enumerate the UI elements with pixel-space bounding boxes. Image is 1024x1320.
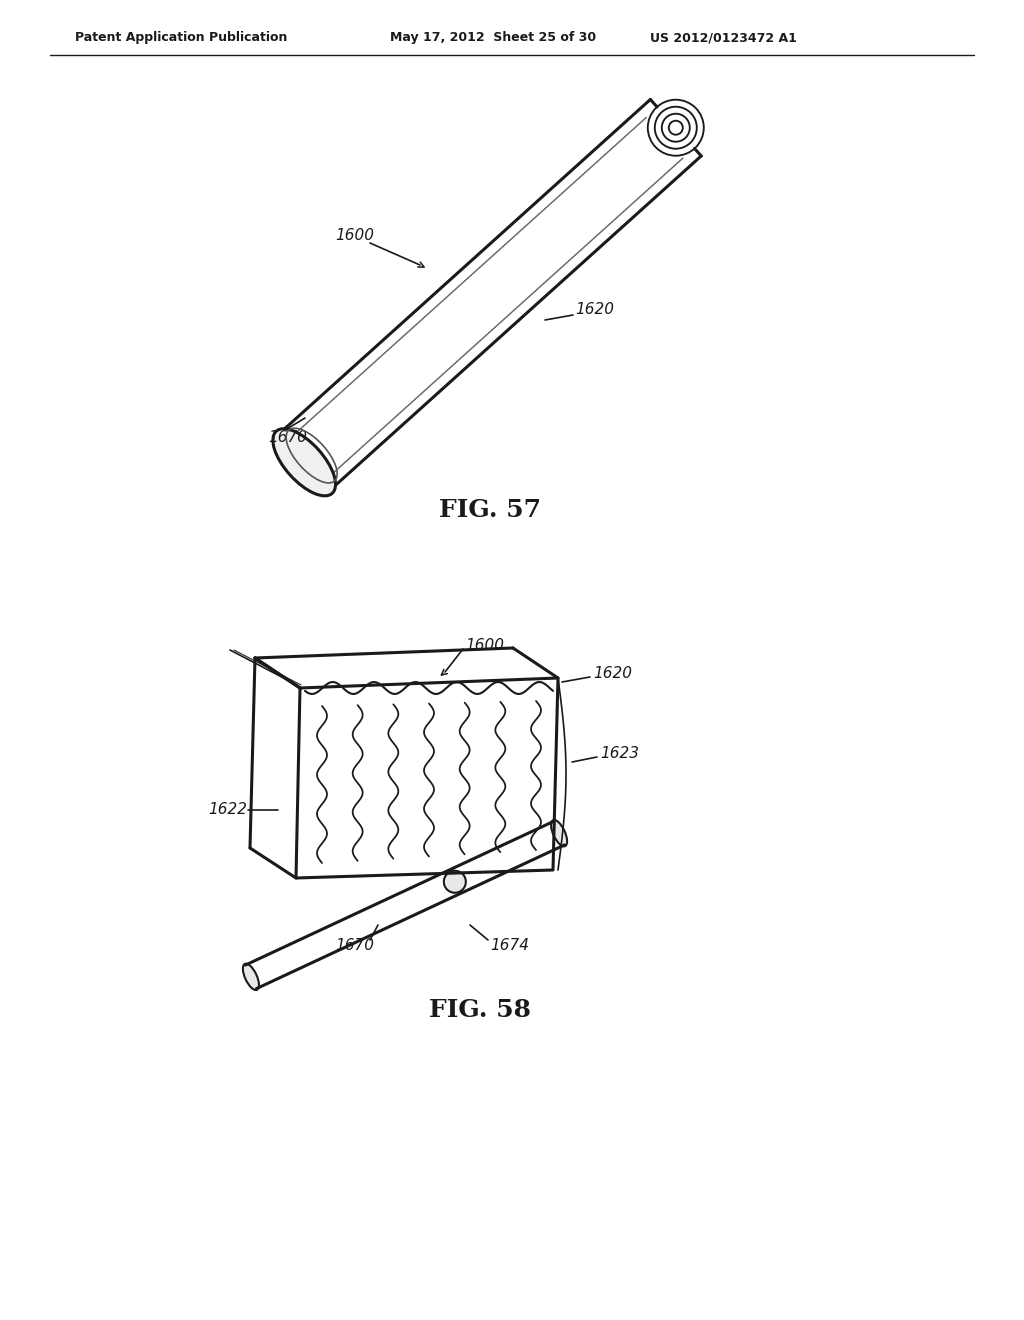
Text: 1600: 1600	[335, 227, 374, 243]
Text: FIG. 58: FIG. 58	[429, 998, 531, 1022]
Text: FIG. 57: FIG. 57	[439, 498, 541, 521]
Ellipse shape	[243, 964, 259, 990]
Circle shape	[669, 120, 683, 135]
Text: 1623: 1623	[600, 746, 639, 760]
Text: US 2012/0123472 A1: US 2012/0123472 A1	[650, 32, 797, 45]
Text: Patent Application Publication: Patent Application Publication	[75, 32, 288, 45]
Text: 1670: 1670	[268, 429, 307, 445]
Text: 1670: 1670	[336, 937, 375, 953]
Text: 1622: 1622	[208, 803, 247, 817]
Text: 1674: 1674	[490, 937, 529, 953]
Text: 1600: 1600	[465, 638, 504, 652]
Circle shape	[443, 871, 466, 892]
Ellipse shape	[551, 820, 567, 846]
Ellipse shape	[272, 429, 336, 496]
Text: 1620: 1620	[593, 665, 632, 681]
Text: May 17, 2012  Sheet 25 of 30: May 17, 2012 Sheet 25 of 30	[390, 32, 596, 45]
Text: 1620: 1620	[575, 302, 614, 318]
